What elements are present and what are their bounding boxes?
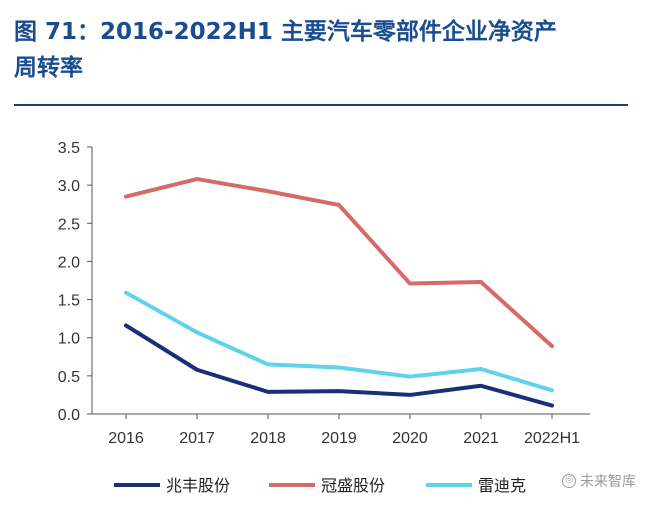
chart-legend: 兆丰股份 冠盛股份 雷迪克 xyxy=(114,476,526,495)
data-point xyxy=(195,368,199,372)
data-point xyxy=(266,189,270,193)
data-point xyxy=(408,282,412,286)
data-point xyxy=(479,280,483,284)
x-tick-label: 2021 xyxy=(463,430,499,447)
legend-label-1: 兆丰股份 xyxy=(166,476,230,495)
y-tick-label: 2.0 xyxy=(58,254,80,271)
data-point xyxy=(337,389,341,393)
y-tick-label: 3.5 xyxy=(58,140,80,157)
chart-series xyxy=(124,177,554,408)
data-point xyxy=(408,393,412,397)
y-tick-label: 1.5 xyxy=(58,293,80,310)
chart-title: 图 71：2016-2022H1 主要汽车零部件企业净资产 周转率 xyxy=(14,14,634,86)
chart-axes: 0.0 0.5 1.0 1.5 2.0 2.5 3.0 3.5 2016 2017 2018 2019… xyxy=(58,140,590,447)
data-point xyxy=(550,388,554,392)
data-point xyxy=(266,390,270,394)
data-point xyxy=(337,365,341,369)
data-point xyxy=(479,367,483,371)
x-tick-label: 2017 xyxy=(179,430,215,447)
y-tick-label: 3.0 xyxy=(58,178,80,195)
y-tick-label: 0.0 xyxy=(58,407,80,424)
data-point xyxy=(124,291,128,295)
y-tick-label: 1.0 xyxy=(58,331,80,348)
chart-title-line2: 周转率 xyxy=(14,55,83,81)
data-point xyxy=(337,203,341,207)
watermark: ◎ 未来智库 xyxy=(562,471,636,491)
data-point xyxy=(124,195,128,199)
chart-title-line1: 图 71：2016-2022H1 主要汽车零部件企业净资产 xyxy=(14,19,557,45)
x-tick-label: 2022H1 xyxy=(524,430,580,447)
x-tick-label: 2018 xyxy=(250,430,286,447)
data-point xyxy=(266,362,270,366)
data-point xyxy=(124,324,128,328)
data-point xyxy=(550,344,554,348)
data-point xyxy=(195,330,199,334)
legend-label-3: 雷迪克 xyxy=(478,476,526,495)
legend-label-2: 冠盛股份 xyxy=(321,476,385,495)
y-tick-label: 0.5 xyxy=(58,369,80,386)
data-point xyxy=(408,375,412,379)
data-point xyxy=(195,177,199,181)
data-point xyxy=(479,384,483,388)
y-tick-label: 2.5 xyxy=(58,216,80,233)
x-tick-label: 2020 xyxy=(392,430,428,447)
watermark-icon: ◎ xyxy=(562,474,576,488)
watermark-text: 未来智库 xyxy=(580,474,636,490)
x-tick-label: 2019 xyxy=(321,430,357,447)
x-tick-label: 2016 xyxy=(108,430,144,447)
title-divider xyxy=(14,104,628,106)
series-line-3 xyxy=(124,290,554,393)
data-point xyxy=(550,404,554,408)
